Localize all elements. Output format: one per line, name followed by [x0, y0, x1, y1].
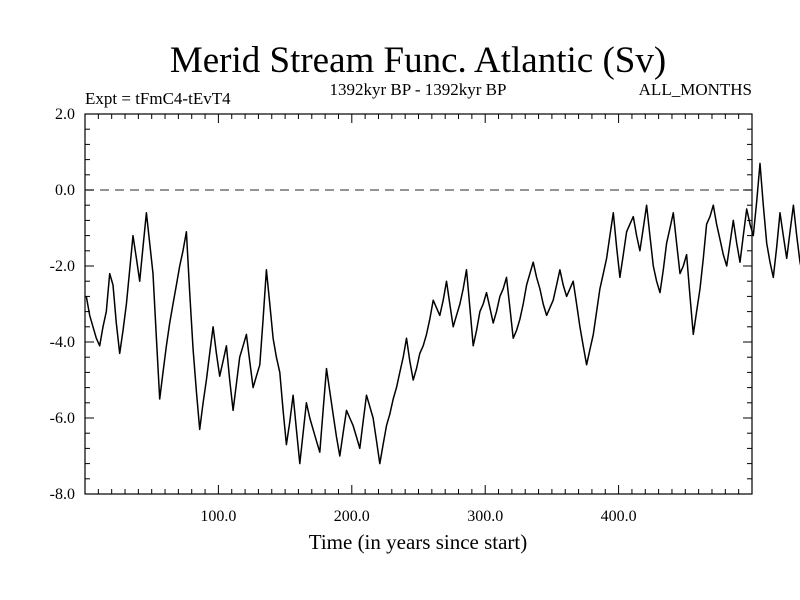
y-tick-label: -4.0 — [50, 334, 75, 351]
y-tick-label: -6.0 — [50, 410, 75, 427]
y-tick-label: 2.0 — [55, 106, 75, 123]
series-layer — [85, 162, 800, 465]
chart-title: Merid Stream Func. Atlantic (Sv) — [170, 40, 666, 81]
chart-subtitle-center: 1392kyr BP - 1392kyr BP — [330, 80, 507, 99]
x-tick-label: 100.0 — [200, 508, 236, 525]
x-tick-label: 400.0 — [601, 508, 637, 525]
ticks-layer — [85, 114, 752, 494]
series-line — [85, 162, 800, 465]
chart-subtitle-right: ALL_MONTHS — [639, 80, 752, 99]
x-tick-label: 300.0 — [467, 508, 503, 525]
y-tick-label: 0.0 — [55, 182, 75, 199]
tick-labels-layer: 100.0 200.0 300.0 400.0 2.0 0.0 -2.0 -4.0 -6.0 -8… — [50, 106, 637, 525]
chart-subtitle-left: Expt = tFmC4-tEvT4 — [85, 89, 231, 108]
y-tick-label: -2.0 — [50, 258, 75, 275]
y-tick-label: -8.0 — [50, 486, 75, 503]
x-tick-label: 200.0 — [334, 508, 370, 525]
x-axis-label: Time (in years since start) — [309, 530, 528, 554]
